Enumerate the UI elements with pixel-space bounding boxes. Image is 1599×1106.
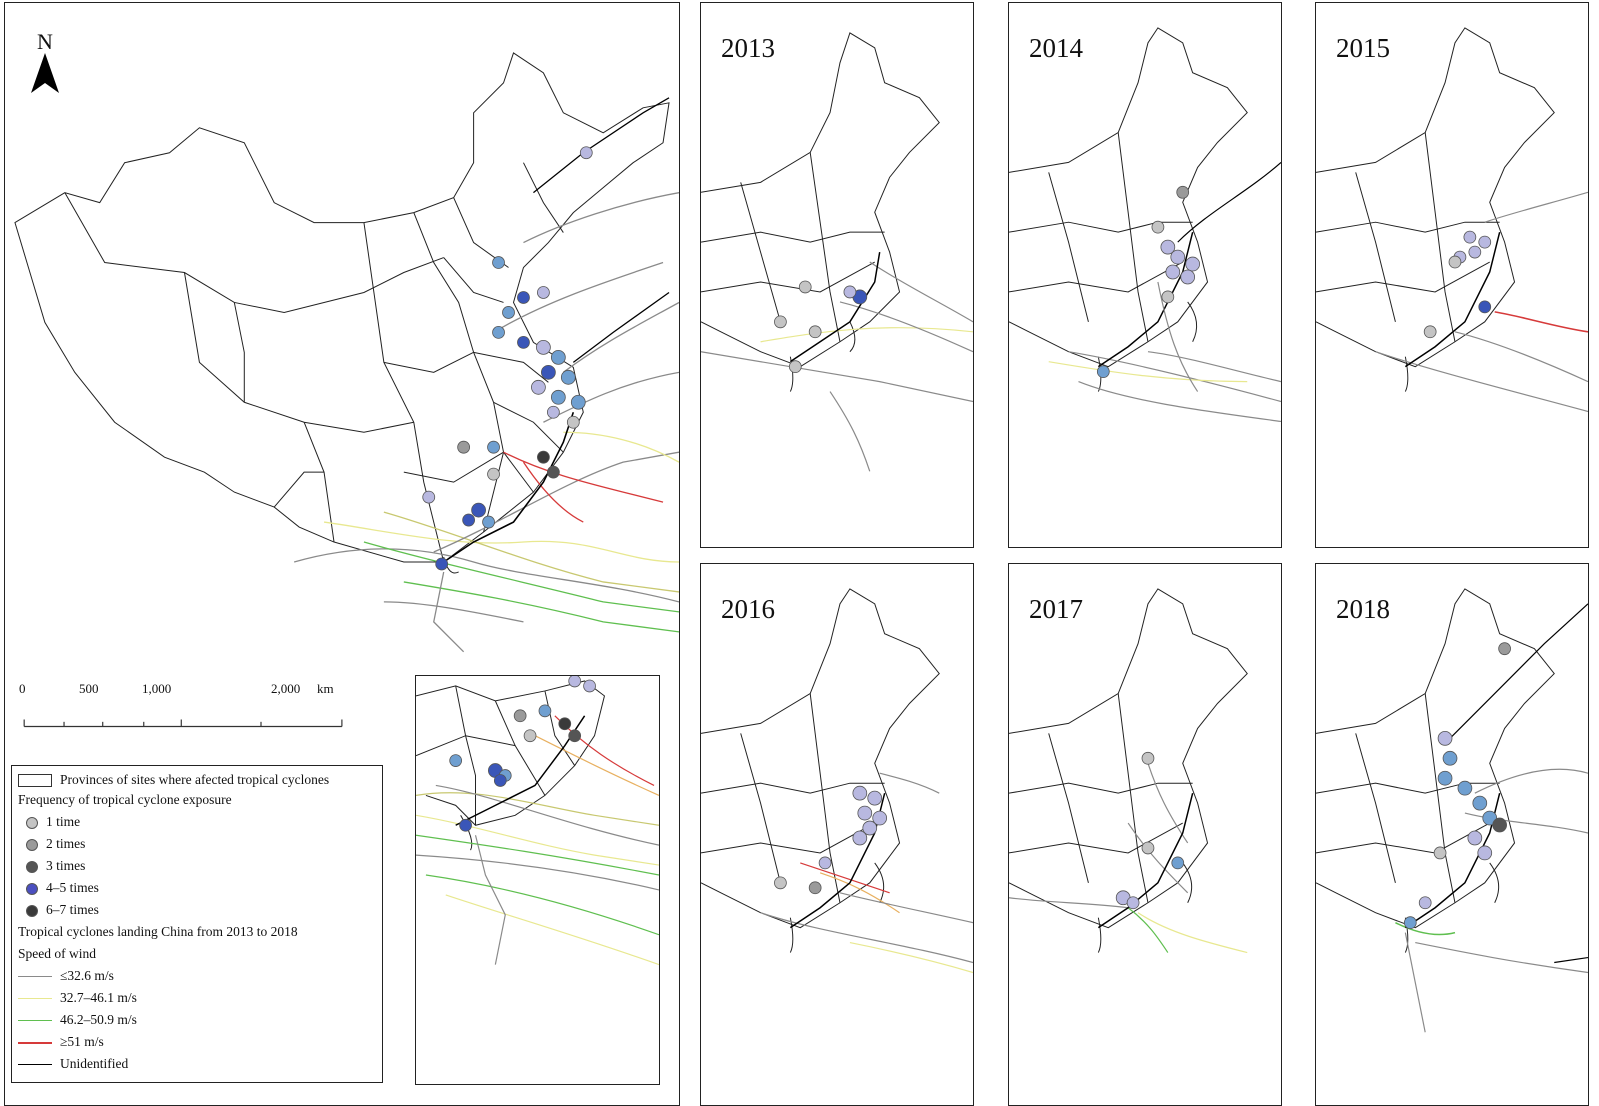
main-map-svg xyxy=(14,52,679,653)
year-label: 2016 xyxy=(721,594,775,624)
legend-speed-3: 46.2–50.9 m/s xyxy=(18,1010,137,1030)
scale-label-1000: 1,000 xyxy=(142,681,172,696)
north-arrow-icon xyxy=(31,53,59,93)
dot-icon-2 xyxy=(26,838,38,851)
legend-frequency-5: 6–7 times xyxy=(18,900,99,920)
year-map-2016 xyxy=(701,588,973,974)
north-arrow: N xyxy=(29,31,61,100)
legend-speed-5: Unidentified xyxy=(18,1054,128,1074)
scale-bar: 0 500 1,000 2,000 km xyxy=(19,681,359,728)
scale-unit: km xyxy=(317,681,334,696)
year-map-2013 xyxy=(701,32,973,472)
year-label: 2018 xyxy=(1336,594,1390,624)
dot-icon-4 xyxy=(26,882,38,895)
year-panel-2014: 2014 xyxy=(1008,2,1282,548)
map-legend: Provinces of sites where afected tropica… xyxy=(11,765,383,1083)
line-icon-4 xyxy=(18,1041,52,1044)
scale-label-500: 500 xyxy=(79,681,99,696)
year-label: 2013 xyxy=(721,33,775,63)
line-icon-2 xyxy=(18,998,52,1000)
year-map-2015 xyxy=(1316,27,1588,413)
year-label: 2014 xyxy=(1029,33,1083,63)
dot-icon-5 xyxy=(26,904,38,917)
legend-frequency-2: 2 times xyxy=(18,834,85,854)
year-panel-2018: 2018 xyxy=(1315,563,1589,1106)
year-label: 2017 xyxy=(1029,594,1083,624)
dot-icon-1 xyxy=(26,816,38,829)
legend-frequency-3: 3 times xyxy=(18,856,85,876)
line-icon-1 xyxy=(18,976,52,978)
year-panel-2013: 2013 xyxy=(700,2,974,548)
north-label: N xyxy=(37,29,53,54)
legend-provinces: Provinces of sites where afected tropica… xyxy=(18,770,329,790)
dot-icon-3 xyxy=(26,860,38,873)
legend-frequency-title: Frequency of tropical cyclone exposure xyxy=(18,792,232,807)
china-outline xyxy=(14,52,670,563)
legend-frequency-1: 1 time xyxy=(18,812,80,832)
legend-speed-title: Speed of wind xyxy=(18,946,96,961)
scale-label-2000: 2,000 xyxy=(271,681,301,696)
year-panel-2016: 2016 xyxy=(700,563,974,1106)
legend-frequency-4: 4–5 times xyxy=(18,878,99,898)
legend-speed-4: ≥51 m/s xyxy=(18,1032,104,1052)
year-panel-2017: 2017 xyxy=(1008,563,1282,1106)
legend-tracks-title: Tropical cyclones landing China from 201… xyxy=(18,924,298,939)
inset-map xyxy=(415,675,660,1085)
inset-map-svg xyxy=(416,676,659,966)
year-map-2014 xyxy=(1009,27,1281,423)
legend-speed-1: ≤32.6 m/s xyxy=(18,966,114,986)
year-panel-2015: 2015 xyxy=(1315,2,1589,548)
year-map-2018 xyxy=(1316,588,1588,1033)
line-icon-5 xyxy=(18,1064,52,1066)
line-icon-3 xyxy=(18,1020,52,1022)
year-label: 2015 xyxy=(1336,33,1390,63)
year-map-2017 xyxy=(1009,588,1248,954)
scale-label-0: 0 xyxy=(19,681,26,696)
scale-bar-line xyxy=(23,719,343,728)
province-box-icon xyxy=(18,774,52,788)
legend-speed-2: 32.7–46.1 m/s xyxy=(18,988,137,1008)
